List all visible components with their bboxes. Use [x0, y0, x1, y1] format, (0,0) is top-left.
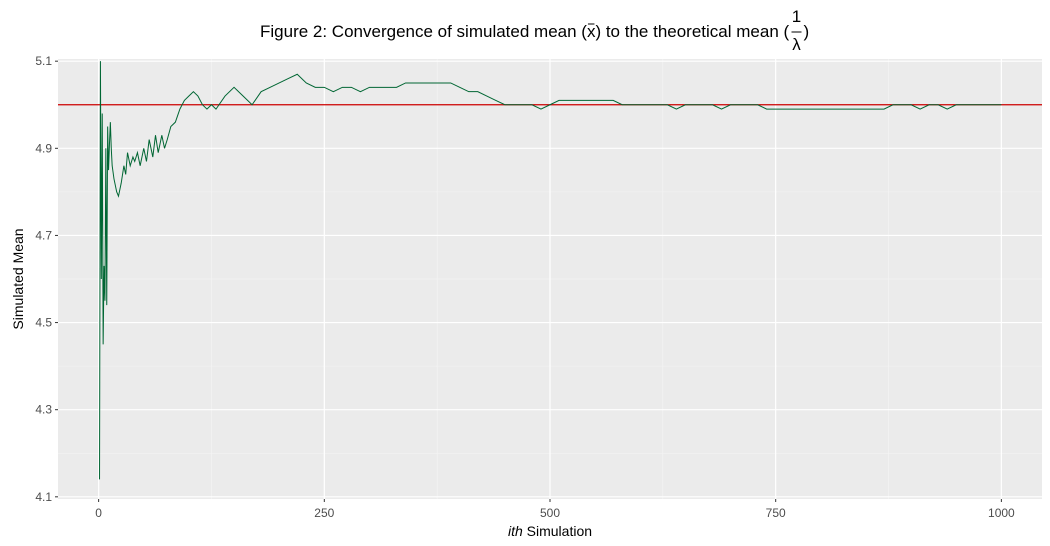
x-tick-label: 0	[95, 506, 102, 520]
x-axis-title-italic: ith	[508, 523, 523, 539]
series-line	[99, 61, 1002, 480]
x-tick-label: 1000	[988, 506, 1015, 520]
title-suffix: )	[803, 22, 809, 41]
title-xbar: x	[587, 22, 596, 41]
y-tick-label: 4.3	[35, 403, 52, 417]
y-axis: 4.1 4.3 4.5 4.7 4.9 5.1	[35, 54, 58, 504]
y-tick-label: 4.1	[35, 490, 52, 504]
chart-title: Figure 2: Convergence of simulated mean …	[260, 7, 809, 54]
x-tick-label: 750	[766, 506, 786, 520]
title-middle: ) to the theoretical mean (	[595, 22, 789, 41]
x-tick-label: 500	[540, 506, 560, 520]
y-axis-title: Simulated Mean	[10, 228, 26, 329]
y-tick-label: 4.7	[35, 228, 52, 242]
y-tick-label: 4.5	[35, 316, 52, 330]
x-tick-label: 250	[314, 506, 334, 520]
x-axis-title: ith Simulation	[508, 523, 592, 539]
title-fraction-numerator: 1	[792, 7, 801, 26]
title-fraction-denominator: λ	[792, 35, 801, 54]
x-axis-title-rest: Simulation	[523, 523, 592, 539]
x-axis: 0 250 500 750 1000	[95, 499, 1015, 520]
y-tick-label: 5.1	[35, 54, 52, 68]
svg-text:Figure 2: Convergence of simul: Figure 2: Convergence of simulated mean …	[260, 22, 789, 41]
y-tick-label: 4.9	[35, 141, 52, 155]
title-prefix: Figure 2: Convergence of simulated mean …	[260, 22, 587, 41]
grid-major	[58, 59, 1042, 499]
